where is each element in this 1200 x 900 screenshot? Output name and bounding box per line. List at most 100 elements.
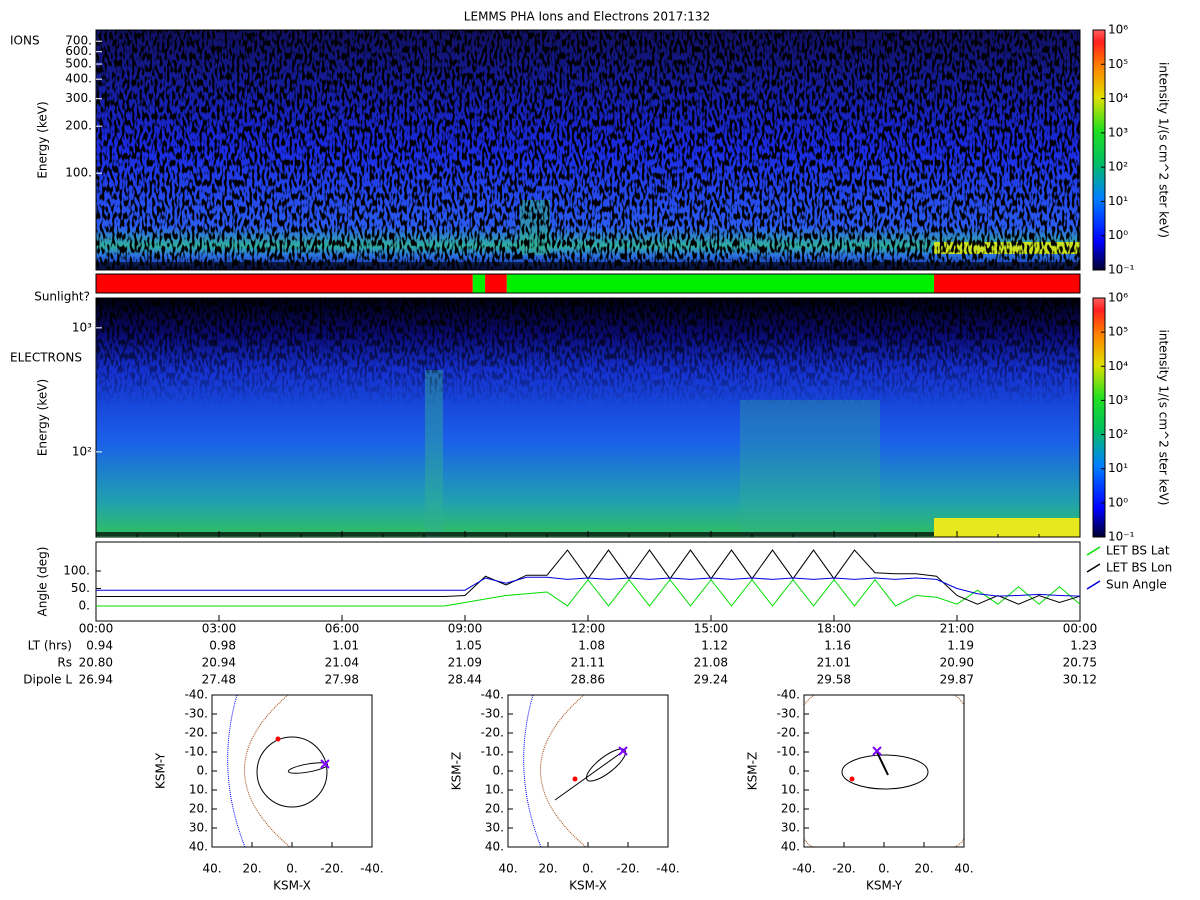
colorbar-tick-label: 10³ [1108, 393, 1128, 407]
y-tick-label: 30. [485, 821, 504, 835]
sunlight-segment [472, 274, 486, 293]
y-tick-label: 0. [197, 764, 208, 778]
x-tick-label: 00:00 [79, 622, 114, 636]
y-tick-label: 300. [65, 91, 92, 105]
colorbar-tick-label: 10³ [1108, 125, 1128, 139]
x-tick-label: 15:00 [694, 622, 729, 636]
colorbar-tick-label: 10⁰ [1108, 228, 1128, 242]
x-tick-label: 0. [878, 862, 889, 876]
colorbar-tick-label: 10¹ [1108, 461, 1128, 475]
x-tick-label: 21:00 [940, 622, 975, 636]
ephemeris-label: LT (hrs) [28, 639, 72, 653]
y-tick-label: 30. [189, 821, 208, 835]
x-tick-label: -20. [616, 862, 639, 876]
ephemeris-value: 29.87 [940, 673, 974, 687]
ephemeris-value: 21.11 [571, 656, 605, 670]
electron-spectrogram [96, 298, 1080, 537]
ephemeris-value: 29.24 [694, 673, 728, 687]
y-tick-label: 600. [65, 44, 92, 58]
timeline-frame [95, 273, 1081, 294]
y-tick-label: 40. [485, 840, 504, 854]
ephemeris-label: Rs [57, 656, 72, 670]
ephemeris-value: 29.58 [817, 673, 851, 687]
x-axis-label: KSM-X [569, 879, 607, 893]
ephemeris-value: 20.80 [79, 656, 113, 670]
legend-label: LET BS Lat [1106, 544, 1170, 558]
y-axis-label: KSM-Z [450, 752, 464, 790]
y-tick-label: 700. [65, 34, 92, 48]
ephemeris-value: 20.94 [202, 656, 236, 670]
x-axis-label: KSM-Y [866, 879, 903, 893]
ephemeris-value: 28.44 [448, 673, 482, 687]
orbit-paths [227, 694, 965, 848]
y-tick-label: 0. [789, 764, 800, 778]
x-tick-label: 0. [286, 862, 297, 876]
ephemeris-value: 28.86 [571, 673, 605, 687]
y-axis-label: Energy (keV) [36, 379, 50, 456]
colorbar-tick-label: 10⁻¹ [1108, 263, 1135, 277]
angle-line [96, 576, 1081, 597]
sunlight-segment [96, 274, 473, 293]
y-tick-label: 10. [485, 783, 504, 797]
ephemeris-value: 21.04 [325, 656, 359, 670]
y-tick-label: 20. [781, 802, 800, 816]
colorbar-tick-label: 10⁻¹ [1108, 530, 1135, 544]
colorbar-label: intensity 1/(s cm^2 ster keV) [1157, 330, 1171, 506]
x-tick-label: 18:00 [817, 622, 852, 636]
ephemeris-value: 26.94 [79, 673, 113, 687]
y-tick-label: -40. [185, 688, 208, 702]
ephemeris-label: Dipole L [23, 673, 72, 687]
legend-swatch [1086, 580, 1101, 590]
colorbar-tick-label: 10⁶ [1108, 291, 1128, 305]
x-tick-label: 03:00 [202, 622, 237, 636]
ephemeris-value: 27.48 [202, 673, 236, 687]
y-tick-label: -10. [185, 745, 208, 759]
x-tick-label: 40. [202, 862, 221, 876]
x-tick-label: -20. [832, 862, 855, 876]
y-tick-label: 10³ [72, 320, 92, 334]
y-tick-label: 20. [485, 802, 504, 816]
sunlight-segment [506, 274, 935, 293]
colorbar-tick-label: 10⁰ [1108, 495, 1128, 509]
x-tick-label: -40. [360, 862, 383, 876]
ephemeris-value: 1.23 [1070, 639, 1097, 653]
y-tick-label: -30. [185, 707, 208, 721]
colorbar [1092, 29, 1106, 271]
ephemeris-value: 27.98 [325, 673, 359, 687]
colorbar-tick-label: 10¹ [1108, 194, 1128, 208]
ephemeris-value: 1.01 [332, 639, 359, 653]
ephemeris-value: 0.94 [86, 639, 113, 653]
x-tick-label: 20. [242, 862, 261, 876]
legend-swatch [1086, 546, 1101, 556]
ephemeris-value: 20.90 [940, 656, 974, 670]
x-tick-label: -20. [320, 862, 343, 876]
y-tick-label: 40. [189, 840, 208, 854]
y-tick-label: -20. [185, 726, 208, 740]
ephemeris-value: 21.09 [448, 656, 482, 670]
colorbar-tick-label: 10⁵ [1108, 325, 1128, 339]
y-tick-label: 0. [79, 598, 90, 612]
x-tick-label: 40. [954, 862, 973, 876]
y-tick-label: -10. [481, 745, 504, 759]
y-axis-label: KSM-Y [154, 752, 168, 789]
y-tick-label: 10. [781, 783, 800, 797]
y-tick-label: 500. [65, 57, 92, 71]
ion-spectrogram [96, 30, 1080, 270]
y-axis-label: Angle (deg) [36, 547, 50, 617]
y-tick-label: -30. [777, 707, 800, 721]
y-tick-label: 10. [189, 783, 208, 797]
colorbar-tick-label: 10⁴ [1108, 91, 1128, 105]
colorbar-label: intensity 1/(s cm^2 ster keV) [1157, 62, 1171, 238]
y-tick-label: -20. [481, 726, 504, 740]
x-tick-label: 20. [538, 862, 557, 876]
angle-line [96, 578, 1081, 607]
y-tick-label: -30. [481, 707, 504, 721]
y-tick-label: -20. [777, 726, 800, 740]
legend-label: LET BS Lon [1106, 561, 1172, 575]
x-tick-label: -40. [656, 862, 679, 876]
sunlight-segment [934, 274, 1080, 293]
colorbar-tick-label: 10⁶ [1108, 23, 1128, 37]
y-tick-label: 50. [71, 581, 90, 595]
timeline-label: Sunlight? [34, 290, 90, 304]
x-axis-label: KSM-X [273, 879, 311, 893]
